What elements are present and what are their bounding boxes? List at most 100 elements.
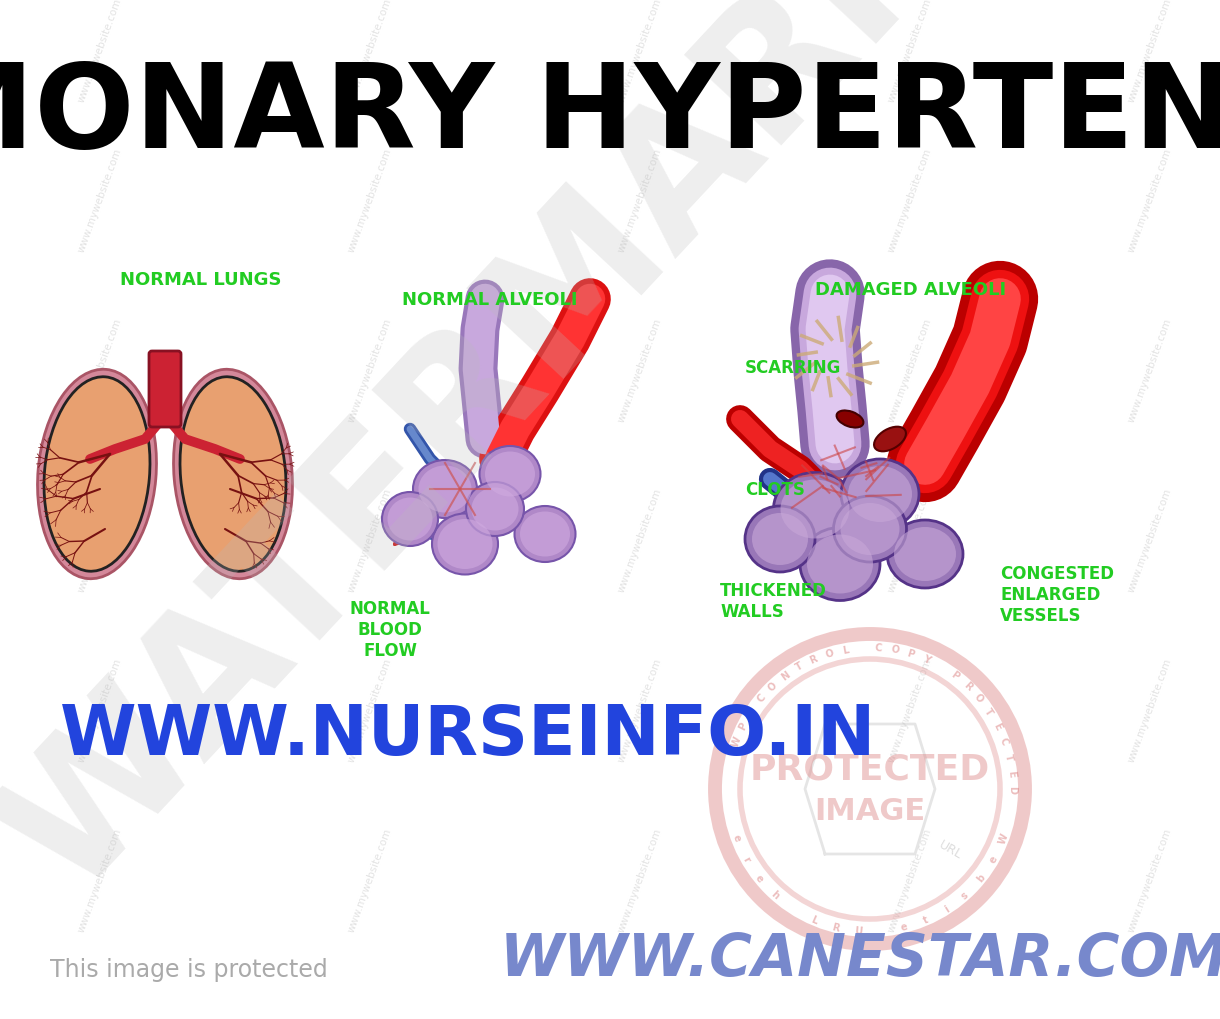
Text: P: P [737,720,749,731]
Ellipse shape [848,467,913,523]
Ellipse shape [833,496,906,562]
Text: R: R [961,680,974,692]
Text: WWW.NURSEINFO.IN: WWW.NURSEINFO.IN [60,701,876,767]
Text: NORMAL LUNGS: NORMAL LUNGS [120,271,282,288]
Text: L: L [809,914,819,925]
Ellipse shape [486,452,536,497]
Text: D: D [1006,786,1017,793]
Text: NORMAL
BLOOD
FLOW: NORMAL BLOOD FLOW [350,599,431,659]
Text: T: T [1003,752,1014,761]
Text: www.mywebsite.com: www.mywebsite.com [616,656,664,763]
Text: www.mywebsite.com: www.mywebsite.com [1126,656,1174,763]
Ellipse shape [38,370,156,579]
Text: i: i [943,904,950,914]
Text: P: P [949,669,960,682]
Text: URL: URL [936,838,964,861]
Ellipse shape [841,460,919,530]
Text: www.mywebsite.com: www.mywebsite.com [1126,825,1174,932]
Text: www.mywebsite.com: www.mywebsite.com [77,486,123,593]
Text: www.mywebsite.com: www.mywebsite.com [77,316,123,423]
Text: www.mywebsite.com: www.mywebsite.com [887,0,933,103]
FancyBboxPatch shape [149,352,181,428]
Text: www.mywebsite.com: www.mywebsite.com [77,825,123,932]
Text: O: O [824,647,834,659]
Text: e: e [731,833,743,843]
Text: T: T [793,660,804,673]
Ellipse shape [752,514,808,566]
Text: O: O [972,692,986,704]
Text: WATERMARK: WATERMARK [0,0,988,924]
Text: Y: Y [921,653,931,665]
Text: THICKENED
WALLS: THICKENED WALLS [720,582,827,621]
Ellipse shape [388,498,433,541]
Text: U: U [854,925,863,935]
Text: L: L [842,644,849,655]
Text: e: e [988,853,999,864]
Text: www.mywebsite.com: www.mywebsite.com [616,316,664,423]
Text: www.mywebsite.com: www.mywebsite.com [77,656,123,763]
Ellipse shape [382,492,438,546]
Ellipse shape [887,521,963,588]
Ellipse shape [520,512,570,557]
Ellipse shape [781,480,849,539]
Text: C: C [755,692,767,704]
Text: e: e [753,872,765,883]
Text: www.mywebsite.com: www.mywebsite.com [77,0,123,103]
Text: e: e [900,921,909,932]
Text: h: h [769,889,781,901]
Text: www.mywebsite.com: www.mywebsite.com [887,825,933,932]
Text: PROTECTED: PROTECTED [750,752,991,787]
Text: s: s [960,889,970,900]
Text: O: O [766,680,780,693]
Ellipse shape [414,461,477,519]
Ellipse shape [471,488,518,531]
Text: T: T [982,706,994,716]
Text: E: E [991,720,1003,731]
Text: b: b [975,872,987,883]
Text: CONGESTED
ENLARGED
VESSELS: CONGESTED ENLARGED VESSELS [1000,565,1114,624]
Text: SCARRING: SCARRING [745,359,842,377]
Text: This image is protected: This image is protected [50,957,328,981]
Text: www.mywebsite.com: www.mywebsite.com [887,316,933,423]
Ellipse shape [773,473,856,546]
Text: W: W [730,734,743,748]
Text: www.mywebsite.com: www.mywebsite.com [77,147,123,254]
Text: www.mywebsite.com: www.mywebsite.com [616,825,664,932]
Text: t: t [922,914,931,925]
Ellipse shape [837,411,864,428]
Text: www.mywebsite.com: www.mywebsite.com [346,656,394,763]
Ellipse shape [894,528,956,582]
Ellipse shape [806,535,874,594]
Text: www.mywebsite.com: www.mywebsite.com [887,486,933,593]
Text: www.mywebsite.com: www.mywebsite.com [616,147,664,254]
Text: DAMAGED ALVEOLI: DAMAGED ALVEOLI [815,280,1006,299]
Text: www.mywebsite.com: www.mywebsite.com [346,147,394,254]
Ellipse shape [438,520,493,570]
Text: www.mywebsite.com: www.mywebsite.com [887,147,933,254]
Ellipse shape [173,370,293,579]
Text: N: N [778,669,792,682]
Ellipse shape [466,483,525,536]
Ellipse shape [44,377,150,572]
Text: C: C [875,642,882,653]
Text: E: E [1005,769,1016,776]
Ellipse shape [874,427,906,451]
Text: www.mywebsite.com: www.mywebsite.com [1126,486,1174,593]
Text: R: R [809,653,819,665]
Ellipse shape [841,503,899,555]
Text: www.mywebsite.com: www.mywebsite.com [1126,147,1174,254]
Text: W: W [997,830,1010,845]
Ellipse shape [800,528,880,601]
Text: www.mywebsite.com: www.mywebsite.com [887,656,933,763]
Text: NORMAL ALVEOLI: NORMAL ALVEOLI [403,290,578,309]
Text: www.mywebsite.com: www.mywebsite.com [346,825,394,932]
Ellipse shape [745,506,815,573]
Text: IMAGE: IMAGE [815,797,926,825]
Text: www.mywebsite.com: www.mywebsite.com [1126,316,1174,423]
Text: CLOTS: CLOTS [745,481,805,498]
Text: www.mywebsite.com: www.mywebsite.com [346,486,394,593]
Text: PULMONARY HYPERTENSION: PULMONARY HYPERTENSION [0,57,1220,172]
Text: www.mywebsite.com: www.mywebsite.com [1126,0,1174,103]
Text: www.mywebsite.com: www.mywebsite.com [346,316,394,423]
Ellipse shape [418,466,471,513]
